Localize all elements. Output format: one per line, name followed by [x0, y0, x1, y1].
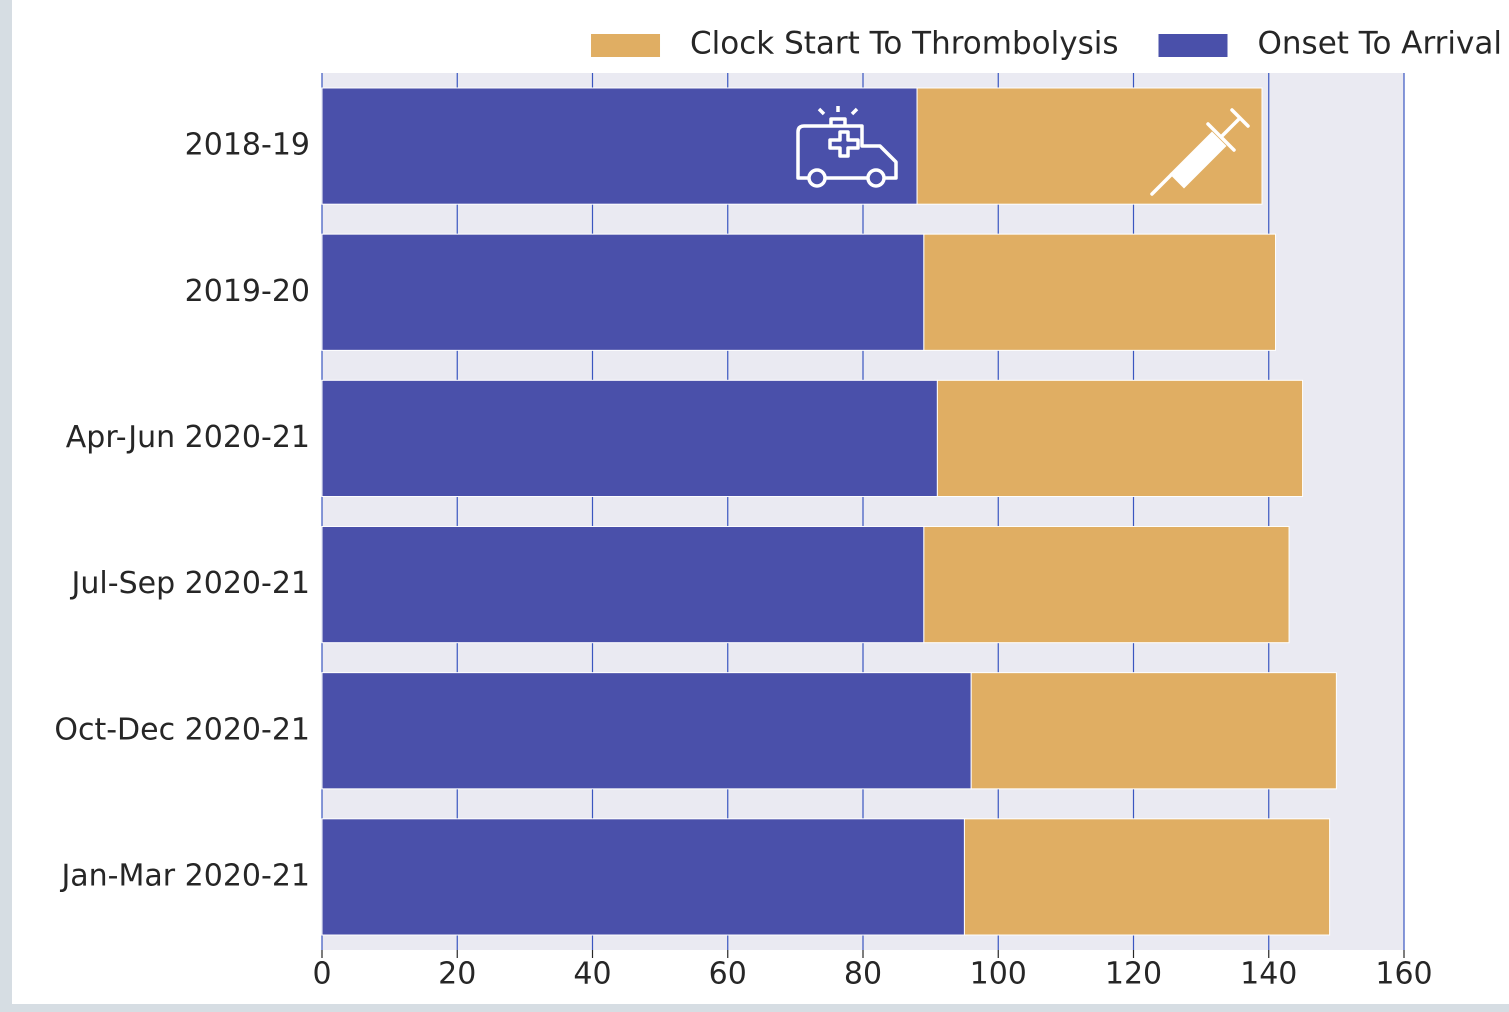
y-tick-label: 2019-20 — [185, 274, 310, 309]
bars — [321, 87, 1337, 936]
legend-swatch — [1158, 34, 1228, 57]
x-tick-label: 100 — [970, 957, 1027, 992]
bar-segment — [923, 525, 1290, 644]
x-tick-label: 140 — [1240, 957, 1297, 992]
y-tick-label: Jul-Sep 2020-21 — [70, 566, 310, 601]
x-tick-label: 20 — [438, 957, 476, 992]
legend-label: Clock Start To Thrombolysis — [690, 26, 1118, 62]
y-tick-label: Oct-Dec 2020-21 — [54, 712, 310, 747]
bar-segment — [321, 525, 925, 644]
bar-segment — [936, 379, 1304, 498]
x-tick-label: 80 — [844, 957, 882, 992]
labels: 0 20 40 60 80 100 120 140 160 2018-19 2019-20 Apr-J… — [54, 128, 1432, 992]
bar-segment — [321, 672, 972, 790]
x-tick-label: 40 — [573, 957, 611, 992]
bar-segment — [963, 818, 1331, 936]
chart: 0 20 40 60 80 100 120 140 160 2018-19 2019-20 Apr-J… — [12, 0, 1509, 1004]
bar-segment — [321, 379, 938, 498]
x-tick-label: 160 — [1375, 957, 1432, 992]
bar-segment — [321, 87, 918, 205]
x-tick-label: 0 — [312, 957, 331, 992]
ambulance-icon — [796, 106, 898, 188]
bar-segment — [923, 233, 1277, 351]
bar-segment — [970, 672, 1337, 790]
y-tick-label: Jan-Mar 2020-21 — [59, 858, 310, 893]
legend-label: Onset To Arrival — [1258, 26, 1503, 62]
y-tick-label: Apr-Jun 2020-21 — [66, 420, 310, 455]
x-tick-label: 60 — [709, 957, 747, 992]
y-tick-label: 2018-19 — [185, 128, 310, 163]
bar-segment — [321, 233, 925, 351]
grid — [321, 73, 1405, 950]
legend-swatch — [591, 34, 661, 57]
syringe-icon — [1150, 108, 1250, 196]
bar-segment — [321, 818, 965, 936]
x-tick-label: 120 — [1105, 957, 1162, 992]
